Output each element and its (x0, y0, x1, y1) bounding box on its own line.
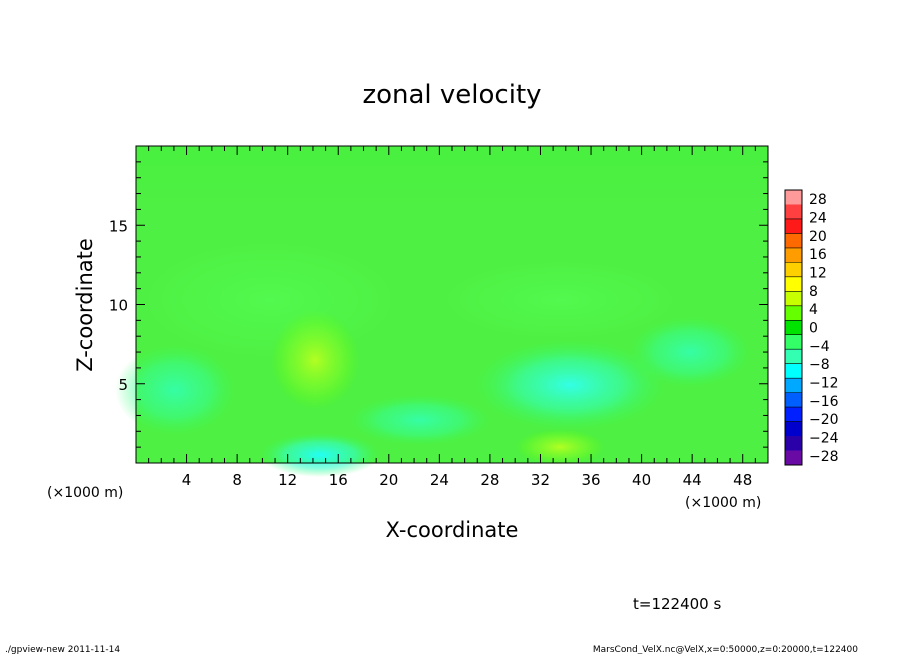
colorbar-label: −24 (809, 431, 839, 447)
field-feature (270, 310, 360, 410)
footer-right: MarsCond_VelX.nc@VelX,x=0:50000,z=0:2000… (593, 645, 858, 654)
colorbar-swatch (785, 334, 802, 350)
x-tick-label: 32 (531, 471, 550, 489)
x-ticks: 4 8 12 16 20 24 28 32 36 40 44 48 (148, 146, 756, 489)
field-top-shade (136, 146, 768, 206)
colorbar-swatch (785, 291, 802, 307)
field-feature (440, 260, 680, 340)
x-tick-label: 40 (632, 471, 651, 489)
field-feature (115, 345, 235, 435)
colorbar-swatch (785, 436, 802, 451)
colorbar-swatch (785, 190, 802, 205)
chart-title: zonal velocity (362, 80, 541, 110)
colorbar-label: 4 (809, 302, 818, 318)
x-unit-left: (×1000 m) (47, 485, 123, 501)
colorbar-swatch (785, 363, 802, 379)
y-tick-label: 15 (109, 217, 128, 235)
colorbar-label: 20 (809, 229, 827, 245)
y-axis-label: Z-coordinate (73, 238, 97, 372)
colorbar-label: 8 (809, 284, 818, 300)
field-feature (475, 340, 665, 430)
y-tick-label: 5 (118, 376, 128, 394)
colorbar-swatch (785, 450, 802, 466)
field-feature (350, 395, 490, 445)
x-tick-label: 24 (430, 471, 449, 489)
x-tick-label: 44 (683, 471, 702, 489)
x-axis-label: X-coordinate (386, 518, 519, 542)
colorbar-swatch (785, 218, 802, 234)
colorbar-label: −16 (809, 394, 839, 410)
y-ticks: 5 10 15 (109, 161, 768, 448)
colorbar-swatch (785, 392, 802, 408)
x-unit-right: (×1000 m) (685, 495, 761, 511)
colorbar-swatch (785, 378, 802, 394)
field-feature (140, 240, 400, 360)
time-label: t=122400 s (633, 595, 721, 613)
colorbar-label: −12 (809, 376, 839, 392)
x-tick-label: 12 (278, 471, 297, 489)
colorbar-swatch (785, 247, 802, 263)
x-tick-label: 48 (733, 471, 752, 489)
x-tick-label: 16 (329, 471, 348, 489)
colorbar-swatch (785, 276, 802, 292)
x-tick-label: 4 (182, 471, 192, 489)
colorbar-label: 24 (809, 211, 827, 227)
field-feature (260, 433, 380, 477)
colorbar-label: 16 (809, 247, 827, 263)
colorbar-label: −4 (809, 339, 830, 355)
colorbar-label: −20 (809, 412, 839, 428)
colorbar-label: 12 (809, 266, 827, 282)
field-feature (515, 429, 605, 465)
colorbar: 28 24 20 16 12 8 4 0 −4 −8 −12 −16 −20 −24 −28 (784, 189, 839, 466)
colorbar-swatch (785, 305, 802, 321)
y-tick-label: 10 (109, 297, 128, 315)
x-tick-label: 8 (232, 471, 242, 489)
colorbar-frame (784, 189, 803, 466)
colorbar-swatch (785, 349, 802, 365)
x-tick-label: 20 (379, 471, 398, 489)
field-feature (630, 317, 750, 387)
footer-left: ./gpview-new 2011-11-14 (5, 645, 120, 654)
colorbar-swatch (785, 204, 802, 220)
colorbar-label: 28 (809, 192, 827, 208)
x-tick-label: 28 (480, 471, 499, 489)
colorbar-label: −28 (809, 449, 839, 465)
colorbar-swatch (785, 262, 802, 278)
colorbar-label: 0 (809, 321, 818, 337)
colorbar-swatch (785, 320, 802, 336)
colorbar-label: −8 (809, 357, 830, 373)
x-tick-label: 36 (581, 471, 600, 489)
colorbar-swatch (785, 407, 802, 422)
colorbar-swatch (785, 233, 802, 249)
colorbar-swatch (785, 421, 802, 437)
